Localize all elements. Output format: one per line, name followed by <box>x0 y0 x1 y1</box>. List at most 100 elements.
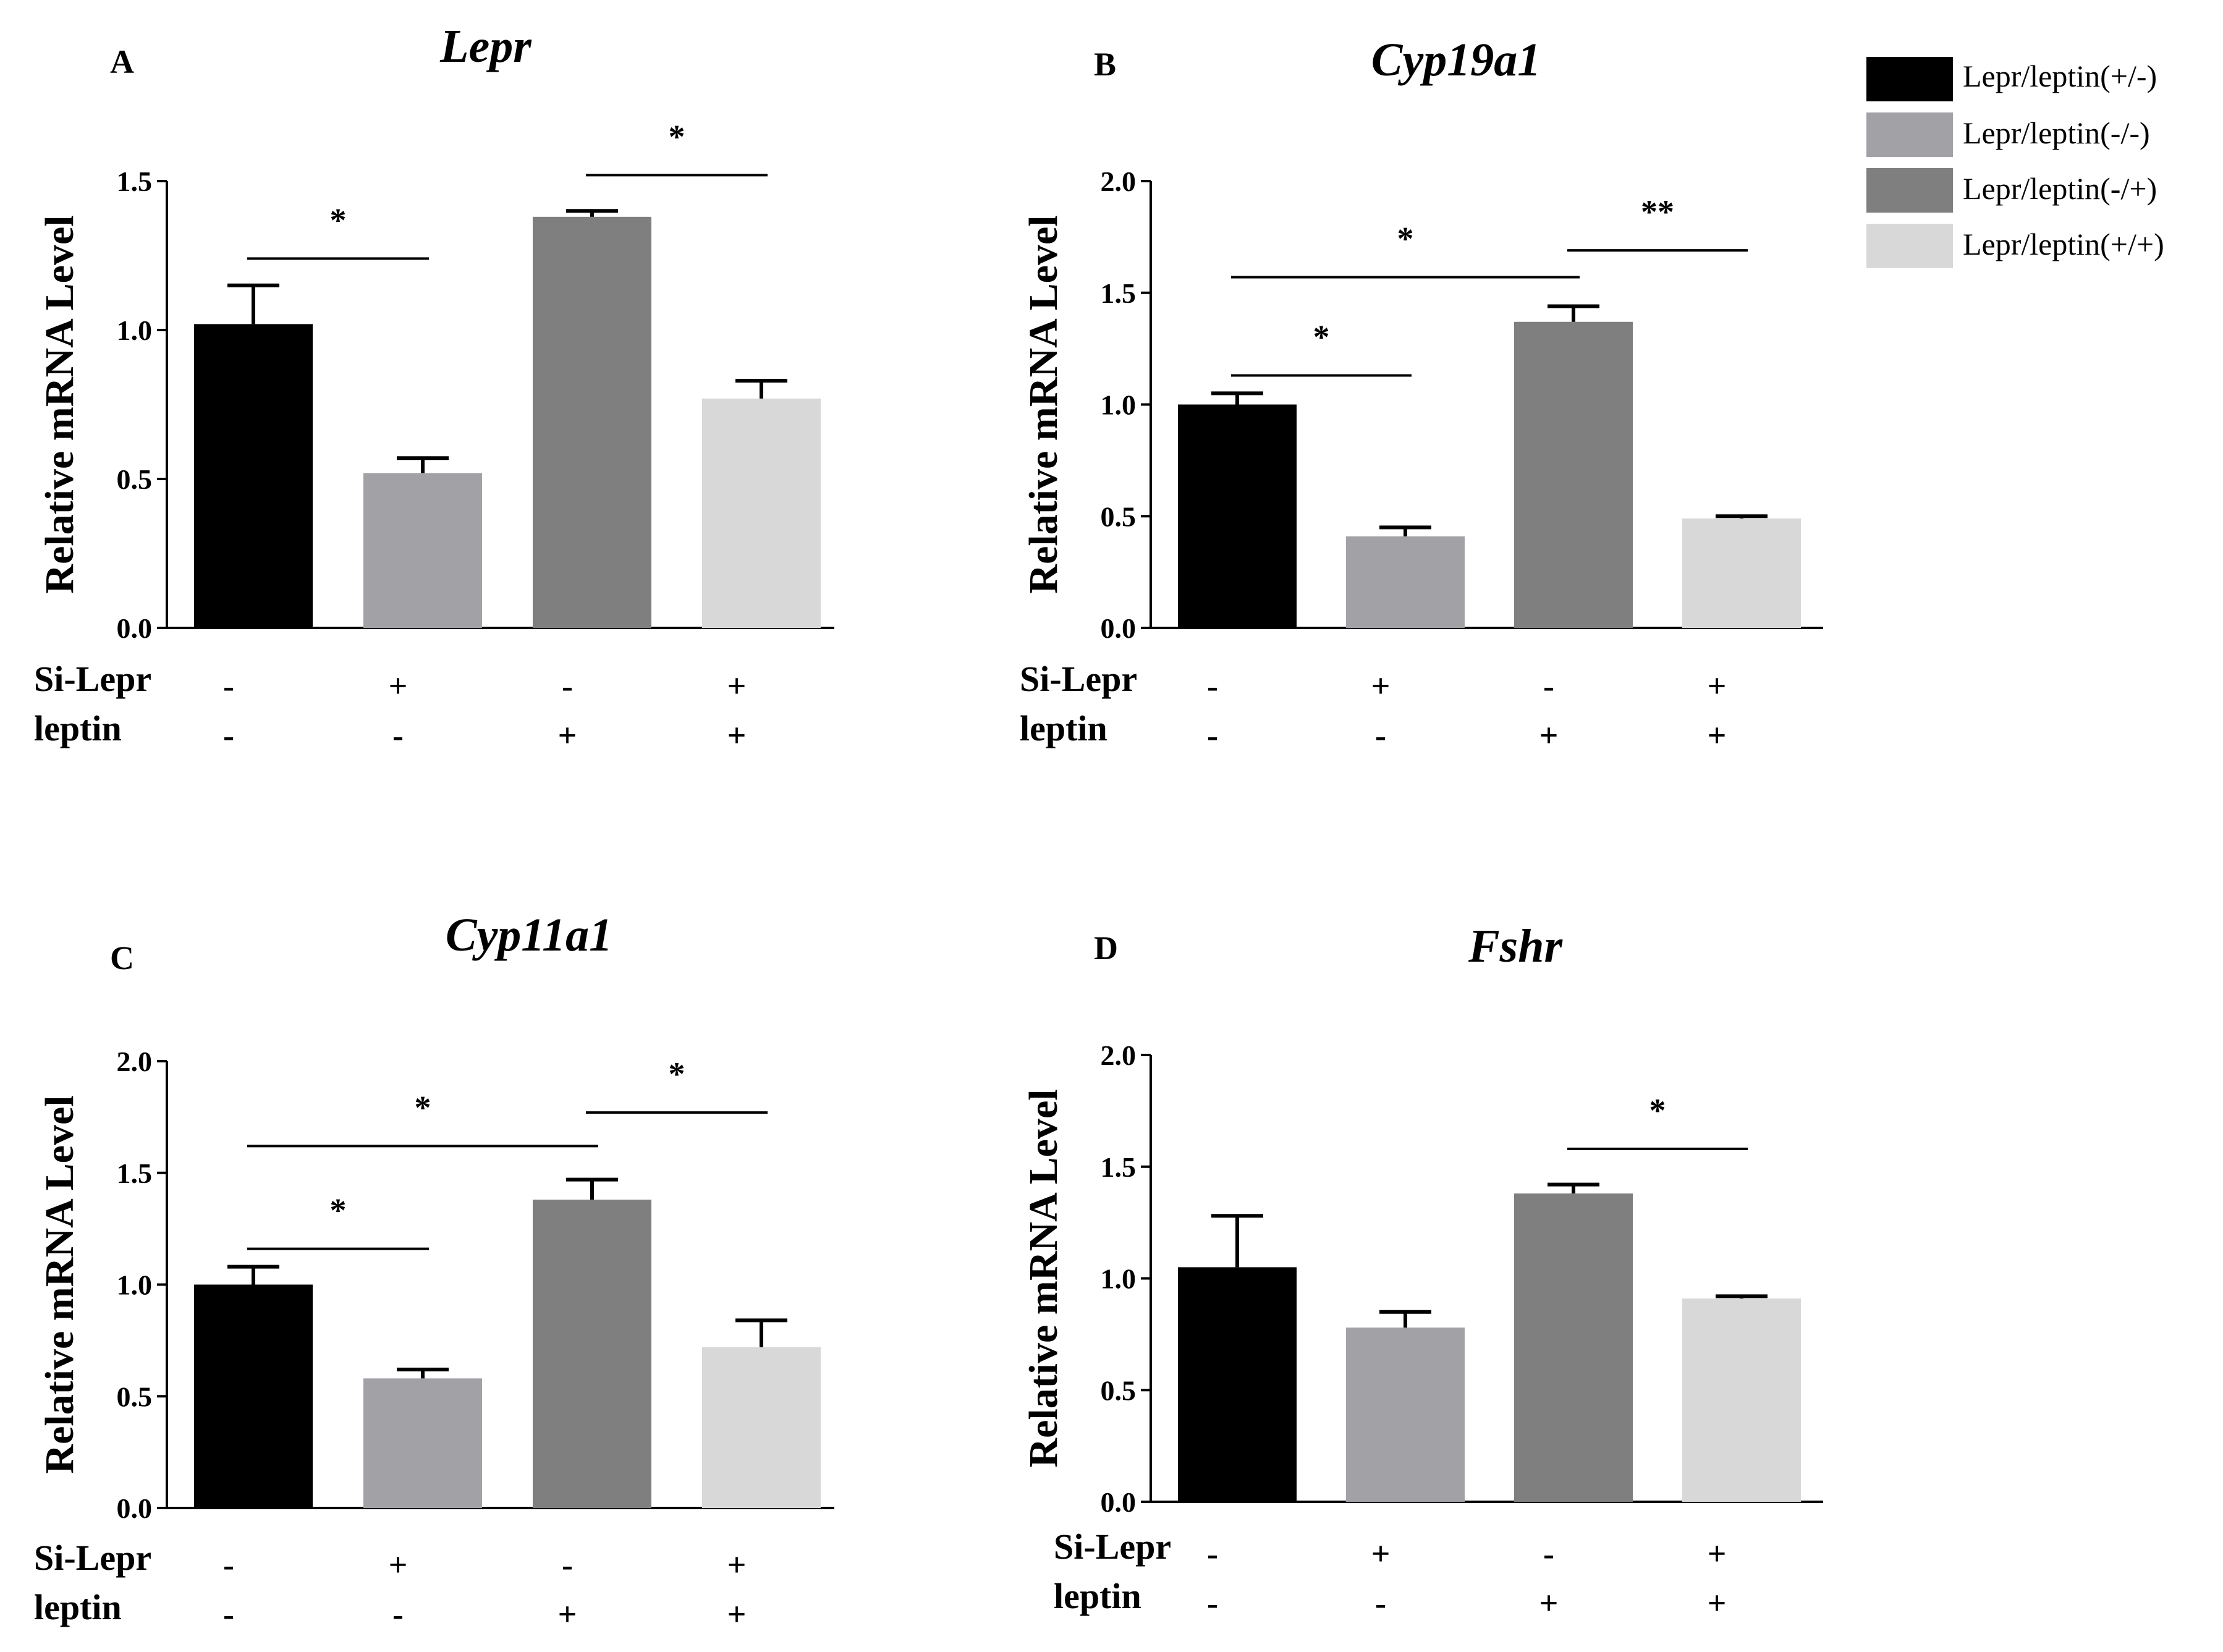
significance-label: * <box>1397 220 1414 257</box>
y-tick-label: 0.5 <box>117 464 153 495</box>
si-lepr-sign: - <box>562 1546 573 1583</box>
si-lepr-sign: - <box>1207 1535 1218 1572</box>
significance-label: ** <box>1641 193 1674 231</box>
significance-label: * <box>330 1192 347 1229</box>
y-tick-label: 2.0 <box>117 1046 153 1077</box>
bar <box>1682 518 1801 628</box>
si-lepr-sign: - <box>1207 667 1218 705</box>
leptin-sign: - <box>223 1596 234 1633</box>
si-lepr-label: Si-Lepr <box>1020 659 1137 699</box>
si-lepr-label: Si-Lepr <box>1054 1527 1171 1567</box>
si-lepr-sign: + <box>1708 667 1727 705</box>
bar <box>1514 1193 1633 1502</box>
si-lepr-sign: + <box>389 667 408 705</box>
bar <box>194 1284 313 1508</box>
si-lepr-sign: - <box>1543 667 1554 705</box>
leptin-sign: + <box>558 717 577 754</box>
leptin-sign: + <box>727 717 747 754</box>
leptin-label: leptin <box>1054 1576 1141 1616</box>
leptin-sign: - <box>1207 1585 1218 1622</box>
leptin-sign: + <box>1539 717 1559 754</box>
si-lepr-sign: + <box>1708 1535 1727 1572</box>
bar <box>533 1200 651 1508</box>
leptin-sign: - <box>1207 717 1218 754</box>
bar <box>533 216 651 629</box>
si-lepr-label: Si-Lepr <box>34 659 151 699</box>
leptin-sign: - <box>1375 717 1386 754</box>
bar <box>194 324 313 628</box>
panel-letter: A <box>110 43 134 80</box>
y-tick-label: 2.0 <box>1101 166 1137 197</box>
chart-panel-D: Fshr D Relative mRNA Level 0.0 0.5 1.0 1.5 2.0 -… <box>1021 920 1823 1622</box>
leptin-sign: + <box>1539 1585 1559 1622</box>
bar <box>1514 321 1633 628</box>
chart-title: Fshr <box>1468 920 1564 972</box>
chart-title: Cyp11a1 <box>446 909 612 961</box>
leptin-sign: - <box>392 717 404 754</box>
si-lepr-sign: + <box>727 667 747 705</box>
legend-label-0: Lepr/leptin(+/-) <box>1963 59 2157 93</box>
bar <box>363 1378 482 1508</box>
leptin-sign: + <box>1708 1585 1727 1622</box>
leptin-label: leptin <box>34 708 122 748</box>
chart-panel-C: Cyp11a1 C Relative mRNA Level 0.0 0.5 1.0 1.5 2… <box>34 909 834 1633</box>
leptin-label: leptin <box>34 1587 122 1627</box>
legend-label-3: Lepr/leptin(+/+) <box>1963 227 2164 261</box>
bar <box>1178 1267 1297 1502</box>
leptin-sign: - <box>392 1596 404 1633</box>
y-axis-label: Relative mRNA Level <box>37 215 82 593</box>
y-tick-label: 1.5 <box>1101 1151 1137 1183</box>
si-lepr-sign: - <box>223 667 234 705</box>
y-tick-label: 2.0 <box>1101 1040 1137 1071</box>
leptin-sign: - <box>1375 1585 1386 1622</box>
legend-swatch-1 <box>1866 112 1953 157</box>
si-lepr-sign: - <box>1543 1535 1554 1572</box>
bar <box>1346 536 1465 628</box>
bar <box>1178 404 1297 628</box>
legend-swatch-0 <box>1866 57 1953 101</box>
significance-label: * <box>669 1056 685 1093</box>
si-lepr-sign: - <box>562 667 573 705</box>
y-tick-label: 0.0 <box>117 1493 153 1524</box>
legend-swatch-3 <box>1866 224 1953 268</box>
leptin-label: leptin <box>1020 708 1107 748</box>
panels: Lepr A Relative mRNA Level 0.0 0.5 1.0 1.5 - - + -… <box>34 20 1823 1633</box>
si-lepr-sign: + <box>389 1546 408 1583</box>
leptin-sign: - <box>223 717 234 754</box>
si-lepr-sign: + <box>727 1546 747 1583</box>
y-tick-label: 1.5 <box>1101 277 1137 309</box>
chart-panel-B: Cyp19a1 B Relative mRNA Level 0.0 0.5 1.0 1.5 2… <box>1020 34 1823 754</box>
si-lepr-sign: + <box>1371 667 1391 705</box>
chart-title: Lepr <box>439 20 532 72</box>
legend-label-1: Lepr/leptin(-/-) <box>1963 116 2150 150</box>
y-tick-label: 1.0 <box>117 315 153 346</box>
y-tick-label: 0.0 <box>1101 1486 1137 1518</box>
y-axis-label: Relative mRNA Level <box>37 1095 82 1473</box>
panel-letter: D <box>1094 930 1118 967</box>
panel-letter: C <box>110 939 134 976</box>
legend: Lepr/leptin(+/-) Lepr/leptin(-/-) Lepr/l… <box>1866 57 2164 268</box>
si-lepr-label: Si-Lepr <box>34 1538 151 1578</box>
panel-letter: B <box>1094 46 1116 83</box>
y-tick-label: 1.5 <box>117 1158 153 1189</box>
y-tick-label: 0.5 <box>1101 1375 1137 1406</box>
leptin-sign: + <box>1708 717 1727 754</box>
leptin-sign: + <box>727 1596 747 1633</box>
bar <box>363 473 482 628</box>
y-axis-label: Relative mRNA Level <box>1021 1089 1066 1467</box>
leptin-sign: + <box>558 1596 577 1633</box>
significance-label: * <box>330 201 347 239</box>
y-tick-label: 0.5 <box>117 1381 153 1412</box>
significance-label: * <box>1313 319 1330 356</box>
y-tick-label: 1.5 <box>117 166 153 197</box>
si-lepr-sign: + <box>1371 1535 1391 1572</box>
legend-swatch-2 <box>1866 168 1953 213</box>
significance-label: * <box>1649 1092 1666 1129</box>
chart-title: Cyp19a1 <box>1371 34 1541 86</box>
significance-label: * <box>669 118 685 155</box>
bar <box>702 398 821 628</box>
y-tick-label: 1.0 <box>117 1269 153 1301</box>
significance-label: * <box>415 1089 431 1126</box>
y-tick-label: 0.0 <box>1101 612 1137 644</box>
